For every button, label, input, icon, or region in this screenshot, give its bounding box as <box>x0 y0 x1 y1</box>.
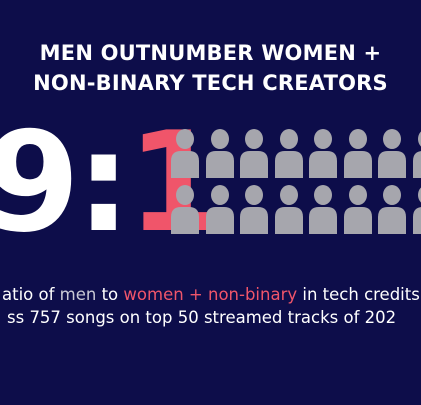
person-icon <box>239 128 269 178</box>
person-icon <box>205 128 235 178</box>
person-icon <box>308 128 338 178</box>
person-icon <box>274 128 304 178</box>
person-icon <box>239 184 269 234</box>
title-line-2: NON-BINARY TECH CREATORS <box>33 71 388 95</box>
caption-prefix: atio of <box>2 285 60 304</box>
title-line-1: MEN OUTNUMBER WOMEN + <box>39 41 382 65</box>
person-icon <box>412 184 421 234</box>
person-icon <box>377 128 407 178</box>
caption-mid: to <box>96 285 124 304</box>
infographic-title: MEN OUTNUMBER WOMEN + NON-BINARY TECH CR… <box>0 38 421 98</box>
person-icon <box>170 128 200 178</box>
person-icon <box>343 128 373 178</box>
caption-men: men <box>59 285 97 304</box>
person-icon <box>205 184 235 234</box>
caption-line-1: atio of men to women + non-binary in tec… <box>2 283 420 307</box>
person-icon-grid <box>170 128 421 238</box>
ratio-men-count: 9 <box>0 102 81 263</box>
caption-women-nonbinary: women + non-binary <box>123 285 298 304</box>
caption-suffix: in tech credits <box>297 285 420 304</box>
person-icon <box>412 128 421 178</box>
ratio-separator: : <box>76 102 132 263</box>
caption-line-2: ss 757 songs on top 50 streamed tracks o… <box>7 308 397 327</box>
person-icon <box>343 184 373 234</box>
person-icon <box>170 184 200 234</box>
person-icon <box>274 184 304 234</box>
person-icon <box>308 184 338 234</box>
person-icon <box>377 184 407 234</box>
